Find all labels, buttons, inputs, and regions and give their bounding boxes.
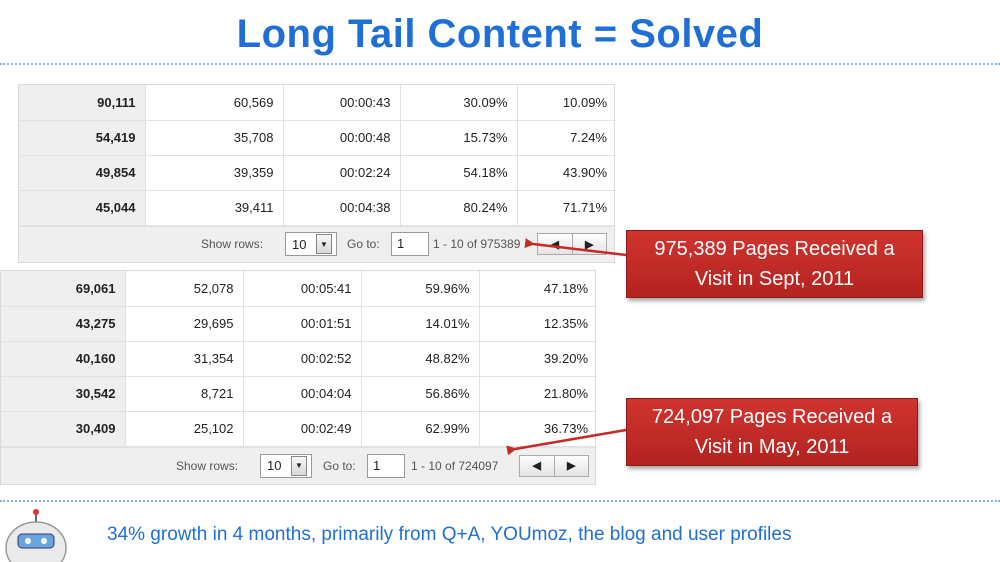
table-cell: 30.09% <box>400 85 518 121</box>
table-cell: 39,411 <box>145 190 284 226</box>
table-cell: 8,721 <box>125 376 244 412</box>
table-cell: 54,419 <box>19 120 146 156</box>
goto-label: Go to: <box>323 458 356 473</box>
table-row: 30,409 25,102 00:02:49 62.99% 36.73% <box>1 411 597 447</box>
pagination-bar: Show rows: 10 ▼ Go to: 1 1 - 10 of 72409… <box>1 446 595 484</box>
chevron-left-icon[interactable]: ◀ <box>532 460 541 472</box>
pagination-bar: Show rows: 10 ▼ Go to: 1 1 - 10 of 97538… <box>19 225 614 262</box>
table-cell: 43,275 <box>1 306 126 342</box>
table-cell: 10.09% <box>517 85 616 121</box>
table-cell: 59.96% <box>361 271 480 307</box>
analytics-table-sept: 90,111 60,569 00:00:43 30.09% 10.09% 54,… <box>18 84 616 263</box>
rows-per-page-value: 10 <box>292 236 307 252</box>
rows-per-page-select[interactable]: 10 ▼ <box>285 232 337 256</box>
show-rows-label: Show rows: <box>176 458 239 473</box>
table-cell: 7.24% <box>517 120 616 156</box>
callout-line: Visit in May, 2011 <box>694 436 850 458</box>
chevron-right-icon[interactable]: ▶ <box>571 234 607 254</box>
table-row: 45,044 39,411 00:04:38 80.24% 71.71% <box>19 190 616 226</box>
table-cell: 00:05:41 <box>243 271 362 307</box>
table-row: 54,419 35,708 00:00:48 15.73% 7.24% <box>19 120 616 156</box>
table-cell: 48.82% <box>361 341 480 377</box>
table-cell: 62.99% <box>361 411 480 447</box>
table-cell: 60,569 <box>145 85 284 121</box>
chevron-left-icon[interactable]: ◀ <box>550 238 559 251</box>
slide-title: Long Tail Content = Solved <box>236 12 764 56</box>
callout-line: 724,097 Pages Received a <box>651 406 893 428</box>
footer-summary: 34% growth in 4 months, primarily from Q… <box>107 524 792 545</box>
table-cell: 00:01:51 <box>243 306 362 342</box>
goto-page-input[interactable]: 1 <box>391 232 429 256</box>
table-cell: 90,111 <box>19 85 146 121</box>
callout-line: 975,389 Pages Received a <box>654 238 895 260</box>
table-cell: 00:02:52 <box>243 341 362 377</box>
data-table: 90,111 60,569 00:00:43 30.09% 10.09% 54,… <box>19 85 616 226</box>
table-cell: 14.01% <box>361 306 480 342</box>
table-cell: 56.86% <box>361 376 480 412</box>
goto-label: Go to: <box>347 237 380 251</box>
table-cell: 71.71% <box>517 190 616 226</box>
arrow-may-icon <box>506 428 627 456</box>
table-cell: 45,044 <box>19 190 146 226</box>
table-cell: 00:00:48 <box>283 120 401 156</box>
table-cell: 43.90% <box>517 155 616 191</box>
callout-sept: 975,389 Pages Received a Visit in Sept, … <box>626 230 923 298</box>
table-cell: 30,542 <box>1 376 126 412</box>
table-cell: 52,078 <box>125 271 244 307</box>
bottom-divider <box>0 500 1000 502</box>
rows-per-page-value: 10 <box>267 458 282 473</box>
table-row: 40,160 31,354 00:02:52 48.82% 39.20% <box>1 341 597 377</box>
table-cell: 31,354 <box>125 341 244 377</box>
rows-per-page-select[interactable]: 10 ▼ <box>260 453 312 478</box>
page-nav-buttons: ◀ ▶ <box>519 454 589 477</box>
table-cell: 29,695 <box>125 306 244 342</box>
table-cell: 80.24% <box>400 190 518 226</box>
table-cell: 35,708 <box>145 120 284 156</box>
chevron-right-icon[interactable]: ▶ <box>553 455 589 476</box>
table-cell: 39.20% <box>479 341 597 377</box>
robot-mascot-icon <box>5 509 67 562</box>
show-rows-label: Show rows: <box>201 237 264 251</box>
table-cell: 54.18% <box>400 155 518 191</box>
table-cell: 00:04:38 <box>283 190 401 226</box>
table-cell: 12.35% <box>479 306 597 342</box>
caret-down-icon[interactable]: ▼ <box>316 234 332 254</box>
arrow-sept-icon <box>524 238 627 257</box>
table-cell: 39,359 <box>145 155 284 191</box>
analytics-table-may: 69,061 52,078 00:05:41 59.96% 47.18% 43,… <box>0 270 597 485</box>
table-row: 69,061 52,078 00:05:41 59.96% 47.18% <box>1 271 597 307</box>
table-cell: 00:02:24 <box>283 155 401 191</box>
data-table: 69,061 52,078 00:05:41 59.96% 47.18% 43,… <box>1 271 597 447</box>
table-row: 49,854 39,359 00:02:24 54.18% 43.90% <box>19 155 616 191</box>
table-cell: 00:04:04 <box>243 376 362 412</box>
table-cell: 49,854 <box>19 155 146 191</box>
caret-down-icon[interactable]: ▼ <box>291 455 307 476</box>
table-cell: 25,102 <box>125 411 244 447</box>
table-row: 90,111 60,569 00:00:43 30.09% 10.09% <box>19 85 616 121</box>
callout-may: 724,097 Pages Received a Visit in May, 2… <box>626 398 918 466</box>
table-row: 43,275 29,695 00:01:51 14.01% 12.35% <box>1 306 597 342</box>
table-cell: 30,409 <box>1 411 126 447</box>
callout-line: Visit in Sept, 2011 <box>694 268 855 290</box>
table-cell: 40,160 <box>1 341 126 377</box>
table-cell: 47.18% <box>479 271 597 307</box>
page-range-text: 1 - 10 of 724097 <box>411 458 499 473</box>
table-cell: 69,061 <box>1 271 126 307</box>
table-row: 30,542 8,721 00:04:04 56.86% 21.80% <box>1 376 597 412</box>
goto-page-input[interactable]: 1 <box>367 453 405 478</box>
table-cell: 21.80% <box>479 376 597 412</box>
page-range-text: 1 - 10 of 975389 <box>433 237 521 251</box>
table-cell: 00:02:49 <box>243 411 362 447</box>
table-cell: 15.73% <box>400 120 518 156</box>
top-divider <box>0 63 1000 65</box>
table-cell: 00:00:43 <box>283 85 401 121</box>
